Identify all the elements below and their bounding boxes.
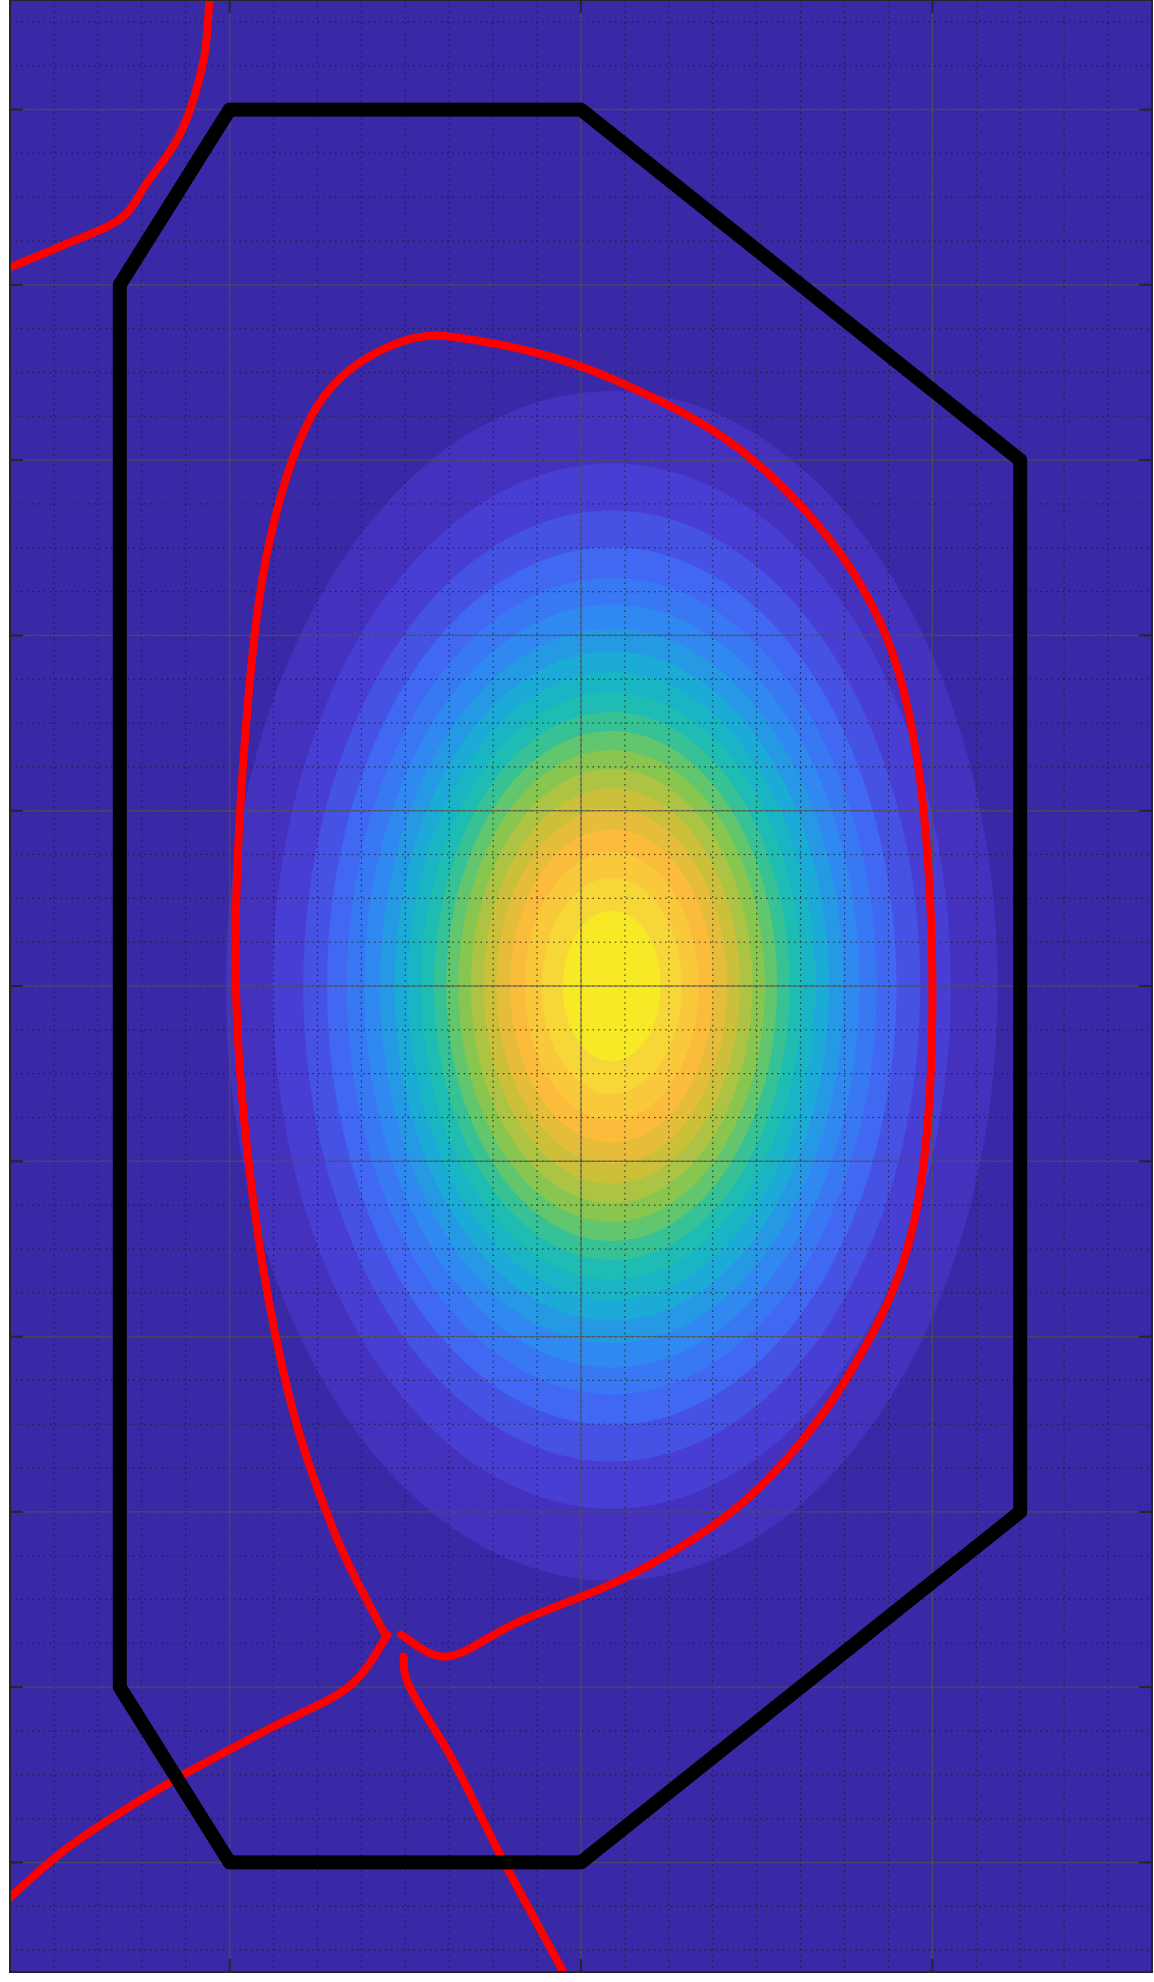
- vessel-wall: [112, 102, 1028, 1870]
- axes-frame: [9, 0, 1153, 1973]
- separatrix-upper-corner-separatrix: [10, 0, 214, 272]
- axis-ticks: [10, 0, 1152, 1972]
- separatrix-lower-right-leg: [399, 1652, 568, 1972]
- separatrix-lower-left-leg: [10, 1630, 392, 1902]
- flux-field: [225, 391, 998, 1581]
- flux-curves: [10, 0, 937, 1972]
- wall-outline: [112, 102, 1028, 1870]
- separatrix-lcfs: [231, 331, 937, 1661]
- grid-lines: [10, 0, 1152, 1972]
